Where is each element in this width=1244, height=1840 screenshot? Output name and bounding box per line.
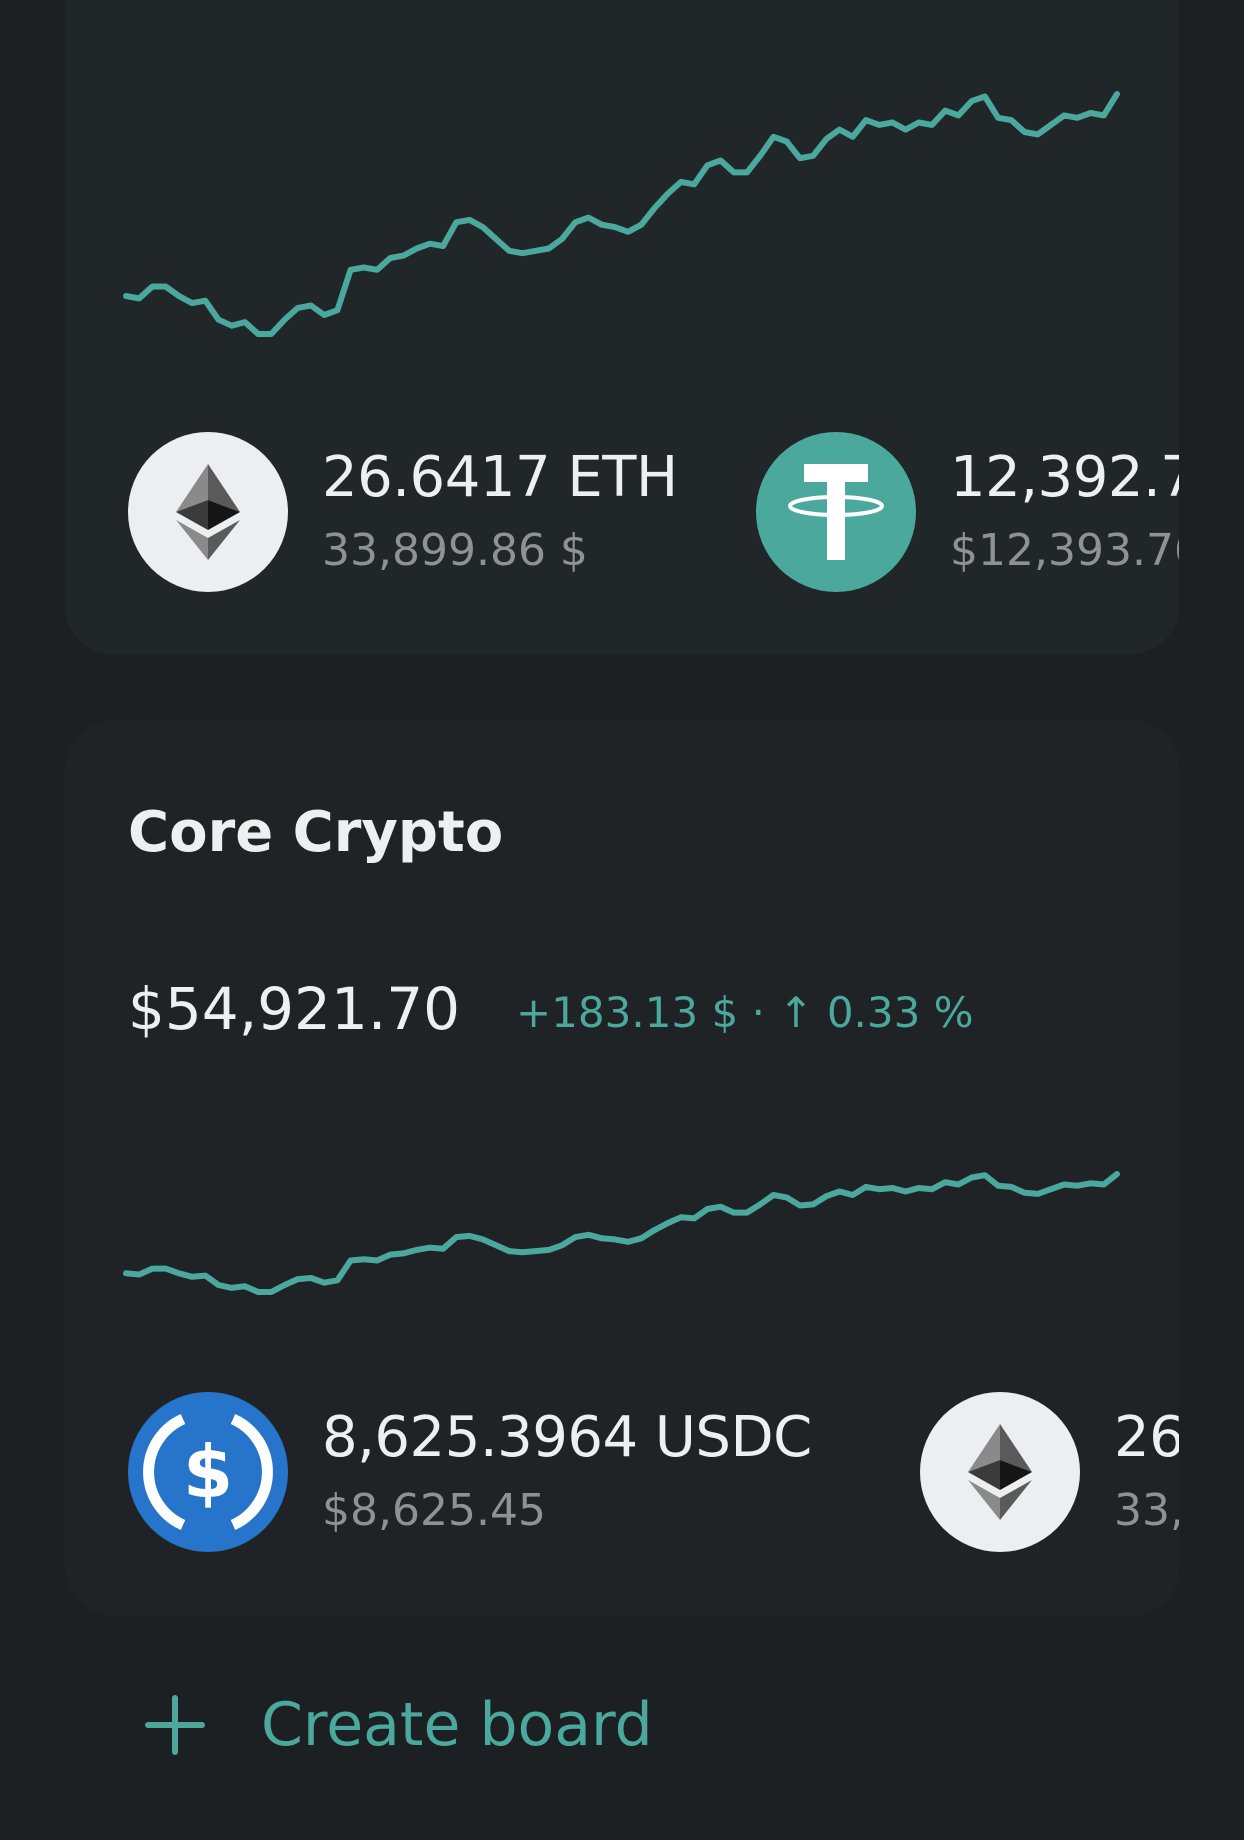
coin-amount: 26.6417 ETH [322,445,678,510]
coin-item-usdt[interactable]: 12,392.7 $12,393.76 [756,432,1179,592]
coin-fiat-value: 33, [1114,1485,1179,1536]
plus-icon [145,1695,205,1755]
coin-fiat-value: 33,899.86 $ [322,525,588,576]
coin-amount: 12,392.7 [950,445,1179,510]
usdc-icon: $ [128,1392,288,1552]
board-card[interactable]: 26.6417 ETH 33,899.86 $ 12,392.7 $12,393… [65,0,1179,654]
coin-amount: 8,625.3964 USDC [322,1405,812,1470]
tether-icon [756,432,916,592]
coin-amount: 26 [1114,1405,1179,1470]
coin-item-eth[interactable]: 26.6417 ETH 33,899.86 $ [128,432,678,592]
board-title: Core Crypto [128,800,504,865]
coin-item-usdc[interactable]: $ 8,625.3964 USDC $8,625.45 [128,1392,812,1552]
create-board-button[interactable]: Create board [145,1690,653,1760]
ethereum-icon [128,432,288,592]
ethereum-icon [920,1392,1080,1552]
svg-text:$: $ [183,1430,233,1514]
create-board-label: Create board [261,1690,653,1760]
coin-fiat-value: $12,393.76 [950,525,1179,576]
coin-item-eth[interactable]: 26 33, [920,1392,1179,1552]
sparkline-chart [123,91,1120,337]
board-total-value: $54,921.70 [128,975,461,1043]
sparkline-series [123,91,1120,337]
board-card-core-crypto[interactable]: Core Crypto $54,921.70 +183.13 $ · ↑ 0.3… [65,720,1179,1616]
sparkline-chart [123,1171,1120,1295]
coin-fiat-value: $8,625.45 [322,1485,546,1536]
sparkline-series [123,1171,1120,1295]
board-change: +183.13 $ · ↑ 0.33 % [516,988,974,1037]
